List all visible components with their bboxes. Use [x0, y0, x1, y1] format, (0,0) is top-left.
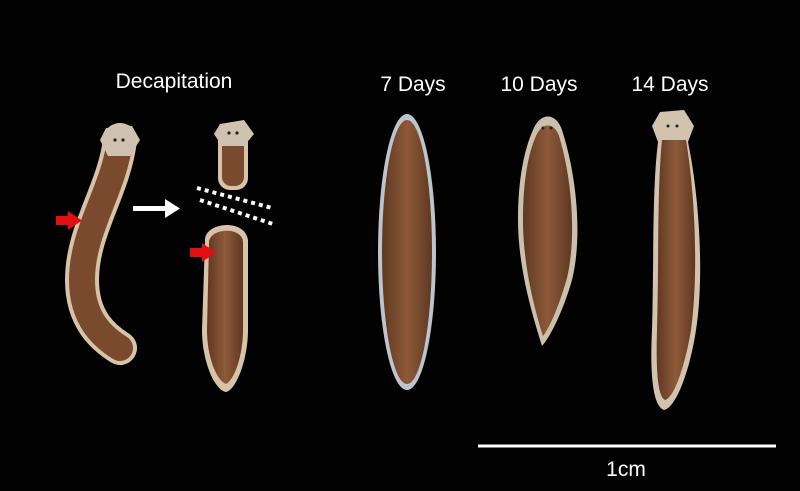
label-14-days: 14 Days [631, 73, 709, 96]
head-fragment [214, 120, 254, 190]
cut-line-icon [196, 186, 277, 227]
label-10-days: 10 Days [500, 73, 578, 96]
scale-bar-label: 1cm [606, 458, 646, 481]
worm-14-days [651, 110, 701, 410]
worm-10-days [518, 116, 578, 346]
label-7-days: 7 Days [380, 73, 446, 96]
trunk-fragment [202, 224, 248, 392]
worm-7-days [378, 114, 436, 390]
red-arrow-icon [56, 211, 82, 230]
head [100, 126, 140, 156]
white-arrow-icon [133, 199, 180, 218]
intact-worm [64, 123, 140, 365]
red-arrow-icon [190, 243, 216, 262]
label-decapitation: Decapitation [115, 70, 233, 93]
